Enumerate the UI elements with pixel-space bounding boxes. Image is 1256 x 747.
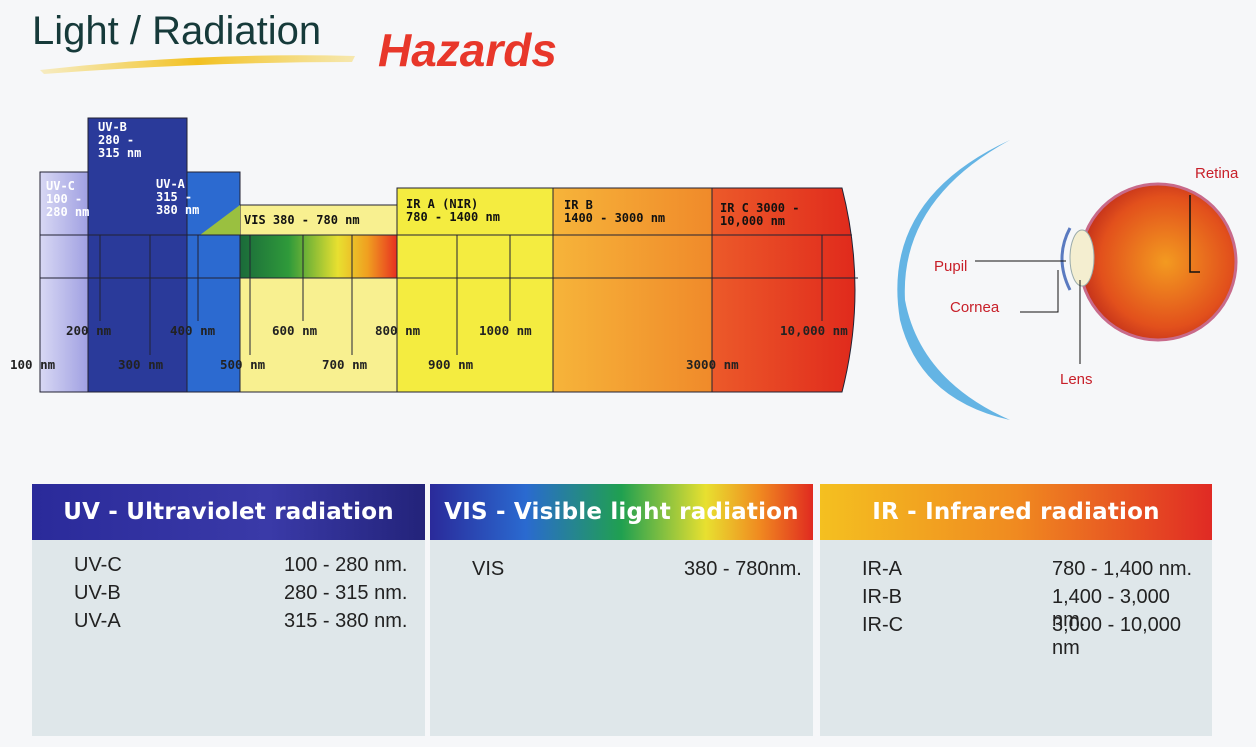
band-ira xyxy=(396,187,554,393)
band-label: 315 nm xyxy=(98,146,141,160)
range: 1,400 - 3,000 nm. xyxy=(1052,586,1170,631)
title: Light / Radiation xyxy=(32,9,321,53)
range: 380 - 780nm. xyxy=(684,558,802,580)
band-name: IR-A xyxy=(862,558,902,580)
band-label: 280 nm xyxy=(46,205,89,219)
band-name: UV-B xyxy=(74,582,121,604)
tick-label: 200 nm xyxy=(66,323,112,338)
tick-label: 400 nm xyxy=(170,323,216,338)
band-label: IR B xyxy=(564,198,593,212)
tick-label: 10,000 nm xyxy=(780,323,848,338)
retina-pointer xyxy=(1189,195,1200,273)
band-irb xyxy=(552,187,713,393)
band-label: 315 - xyxy=(156,190,192,204)
panel-title: UV - Ultraviolet radiation xyxy=(32,484,425,540)
brush-stroke xyxy=(40,55,355,74)
eye-label: Cornea xyxy=(950,299,1000,316)
band-label: IR C 3000 - xyxy=(720,201,799,215)
range: 315 - 380 nm. xyxy=(284,610,408,632)
cornea-pointer xyxy=(1020,270,1059,313)
band-label: 1400 - 3000 nm xyxy=(564,211,665,225)
range: 780 - 1,400 nm. xyxy=(1052,558,1193,580)
tick-label: 1000 nm xyxy=(479,323,532,338)
lens xyxy=(1069,229,1095,287)
panel-title: VIS - Visible light radiation xyxy=(430,484,813,540)
band-label: VIS 380 - 780 nm xyxy=(244,213,360,227)
band-name: UV-C xyxy=(74,554,122,576)
range: 280 - 315 nm. xyxy=(284,582,408,604)
tick-label: 100 nm xyxy=(10,357,56,372)
band-label: 280 - xyxy=(98,133,134,147)
tick-label: 900 nm xyxy=(428,357,474,372)
eyeball xyxy=(1078,182,1238,342)
band-label: UV-C xyxy=(46,179,75,193)
panel-row: IR-C 3,000 - 10,000 nm xyxy=(862,614,1202,659)
band-label: UV-B xyxy=(98,120,127,134)
panel-uv: UV - Ultraviolet radiation UV-C 100 - 280… xyxy=(32,484,425,736)
panel-body: IR-A 780 - 1,400 nm. IR-B 1,400 - 3,000 nm.… xyxy=(820,540,1212,736)
panel-title: IR - Infrared radiation xyxy=(820,484,1212,540)
panel-vis: VIS - Visible light radiation VIS 380 - 7… xyxy=(430,484,813,736)
band-label: 10,000 nm xyxy=(720,214,785,228)
eye-label: Lens xyxy=(1060,371,1093,388)
panel-body: VIS 380 - 780nm. xyxy=(430,540,813,736)
tick-label: 600 nm xyxy=(272,323,318,338)
panel-ir: IR - Infrared radiation IR-A 780 - 1,400 … xyxy=(820,484,1212,736)
band-uvb xyxy=(87,117,188,393)
band-irc xyxy=(711,187,856,393)
band-label: 100 - xyxy=(46,192,82,206)
tick-label: 500 nm xyxy=(220,357,266,372)
panel-row: IR-B 1,400 - 3,000 nm. xyxy=(862,586,1202,631)
panel-row: IR-A 780 - 1,400 nm. xyxy=(862,558,1202,586)
panel-row: UV-C 100 - 280 nm. xyxy=(74,554,415,582)
eye-label: Pupil xyxy=(934,258,967,275)
band-label: 780 - 1400 nm xyxy=(406,210,500,224)
panel-body: UV-C 100 - 280 nm. UV-B 280 - 315 nm. UV-A 31… xyxy=(32,540,425,736)
band-label: IR A (NIR) xyxy=(406,197,478,211)
panel-row: VIS 380 - 780nm. xyxy=(472,558,803,586)
tick-label: 700 nm xyxy=(322,357,368,372)
band-name: IR-C xyxy=(862,614,904,636)
cornea xyxy=(1060,227,1072,291)
title-highlight: Hazards xyxy=(378,24,557,76)
range: 3,000 - 10,000 nm xyxy=(1052,614,1181,659)
eye-arc xyxy=(897,140,1010,420)
tick-label: 3000 nm xyxy=(686,357,739,372)
tick-label: 800 nm xyxy=(375,323,421,338)
panel-row: UV-A 315 - 380 nm. xyxy=(74,610,415,638)
panel-row: UV-B 280 - 315 nm. xyxy=(74,582,415,610)
band-name: VIS xyxy=(472,558,505,580)
band-label: UV-A xyxy=(156,177,186,191)
range: 100 - 280 nm. xyxy=(284,554,408,576)
eye-label: Retina xyxy=(1195,165,1239,182)
band-uva-edge xyxy=(200,205,240,235)
band-label: 380 nm xyxy=(156,203,199,217)
band-name: UV-A xyxy=(74,610,121,632)
tick-label: 300 nm xyxy=(118,357,164,372)
band-name: IR-B xyxy=(862,586,902,608)
